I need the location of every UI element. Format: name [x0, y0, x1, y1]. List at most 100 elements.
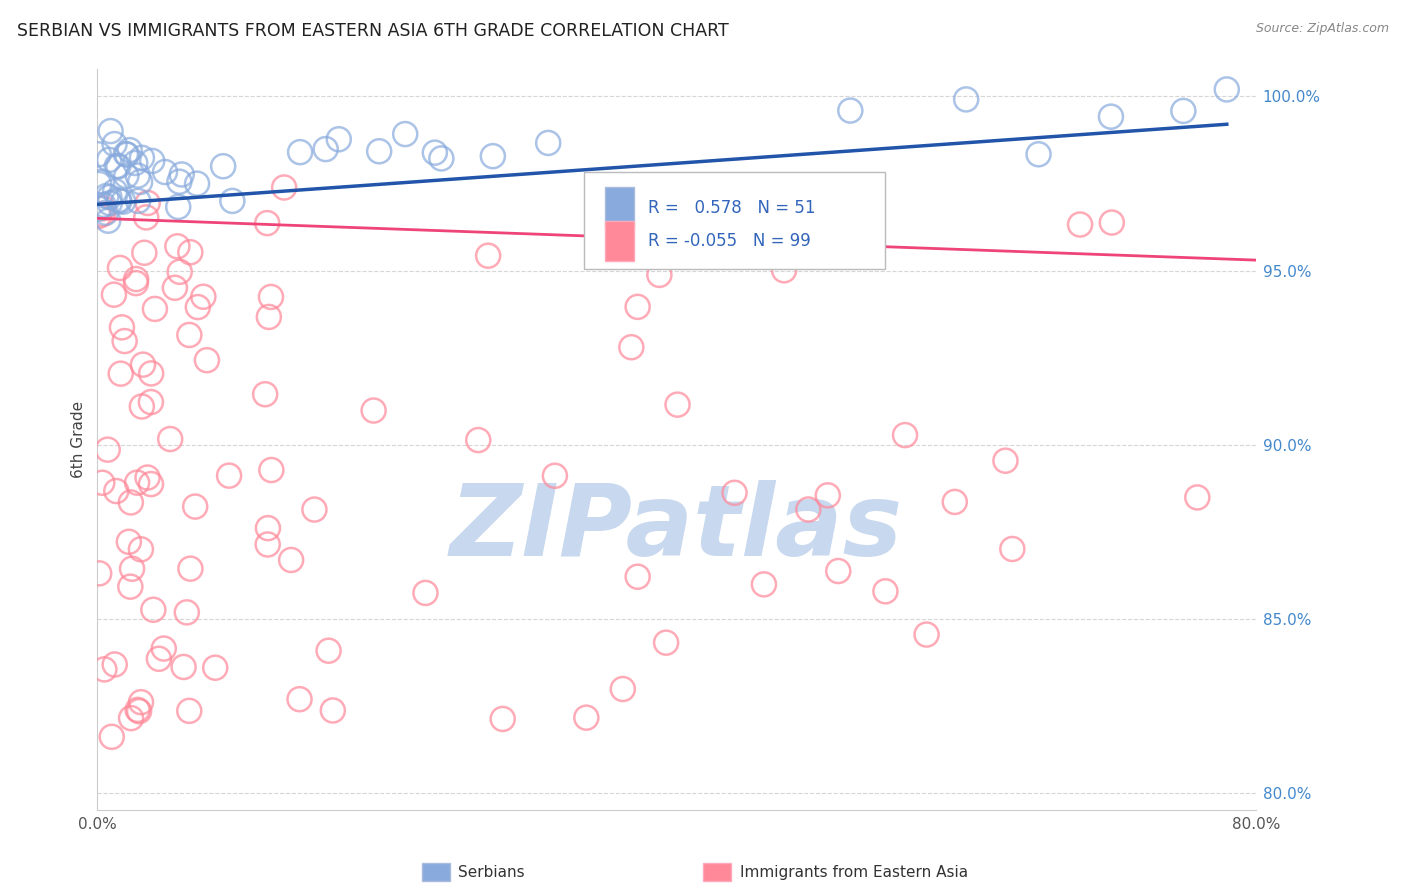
Point: [256, 537, 278, 551]
Point: [127, 194, 149, 208]
Point: [273, 180, 295, 194]
Text: Immigrants from Eastern Asia: Immigrants from Eastern Asia: [740, 865, 967, 880]
Text: SERBIAN VS IMMIGRANTS FROM EASTERN ASIA 6TH GRADE CORRELATION CHART: SERBIAN VS IMMIGRANTS FROM EASTERN ASIA …: [17, 22, 728, 40]
Text: Serbians: Serbians: [458, 865, 524, 880]
Point: [108, 260, 131, 275]
Point: [212, 159, 235, 173]
Point: [666, 398, 689, 412]
Point: [394, 127, 416, 141]
Point: [1028, 147, 1050, 161]
Point: [111, 320, 134, 334]
Point: [97, 213, 120, 227]
Point: [120, 495, 142, 509]
Point: [773, 263, 796, 277]
Point: [655, 635, 678, 649]
Point: [104, 184, 127, 198]
Point: [179, 704, 201, 718]
Point: [108, 194, 131, 208]
Point: [129, 175, 152, 189]
Point: [1069, 218, 1091, 232]
Point: [260, 463, 283, 477]
Point: [139, 477, 162, 491]
Point: [195, 353, 218, 368]
Point: [118, 534, 141, 549]
Point: [159, 432, 181, 446]
Point: [1173, 103, 1195, 118]
Point: [752, 577, 775, 591]
Point: [415, 586, 437, 600]
Point: [288, 145, 311, 160]
Point: [91, 475, 114, 490]
Point: [143, 301, 166, 316]
Point: [1001, 541, 1024, 556]
Point: [221, 194, 243, 208]
Point: [120, 711, 142, 725]
Point: [260, 290, 283, 304]
Point: [163, 281, 186, 295]
Point: [620, 340, 643, 354]
Point: [894, 428, 917, 442]
Point: [125, 276, 148, 290]
Point: [575, 711, 598, 725]
Point: [107, 159, 129, 173]
Point: [943, 495, 966, 509]
Point: [827, 564, 849, 578]
Point: [176, 606, 198, 620]
Point: [304, 502, 326, 516]
Point: [169, 175, 191, 189]
Point: [89, 566, 111, 581]
Point: [120, 580, 142, 594]
Point: [315, 142, 337, 156]
Point: [537, 136, 560, 150]
Point: [141, 153, 163, 168]
Point: [114, 334, 136, 348]
Text: R = -0.055   N = 99: R = -0.055 N = 99: [648, 233, 810, 251]
Point: [136, 470, 159, 484]
Point: [93, 198, 115, 212]
Point: [288, 692, 311, 706]
Point: [136, 196, 159, 211]
Point: [142, 603, 165, 617]
Point: [131, 151, 153, 165]
Point: [430, 152, 453, 166]
Point: [1101, 216, 1123, 230]
Point: [124, 156, 146, 170]
Point: [91, 175, 114, 189]
Point: [955, 92, 977, 106]
Point: [87, 202, 110, 216]
Point: [127, 169, 149, 183]
Point: [135, 211, 157, 225]
Point: [141, 367, 163, 381]
Point: [134, 245, 156, 260]
Point: [118, 143, 141, 157]
Point: [132, 358, 155, 372]
Point: [87, 147, 110, 161]
Text: R =   0.578   N = 51: R = 0.578 N = 51: [648, 199, 815, 217]
Point: [148, 652, 170, 666]
Point: [318, 644, 340, 658]
Point: [127, 475, 149, 490]
Point: [112, 194, 135, 209]
Point: [368, 145, 391, 159]
Point: [994, 453, 1017, 467]
Point: [492, 712, 515, 726]
Point: [129, 695, 152, 709]
Point: [115, 147, 138, 161]
Point: [328, 132, 350, 146]
Point: [612, 681, 634, 696]
Point: [648, 268, 671, 282]
Point: [839, 103, 862, 118]
Point: [257, 521, 280, 535]
Bar: [605, 187, 634, 228]
Point: [193, 290, 215, 304]
Point: [187, 300, 209, 314]
Point: [94, 206, 117, 220]
Point: [89, 177, 111, 191]
Point: [96, 189, 118, 203]
Point: [166, 239, 188, 253]
Point: [173, 660, 195, 674]
Point: [121, 562, 143, 576]
Point: [105, 159, 128, 173]
Point: [685, 209, 707, 223]
Point: [91, 207, 114, 221]
